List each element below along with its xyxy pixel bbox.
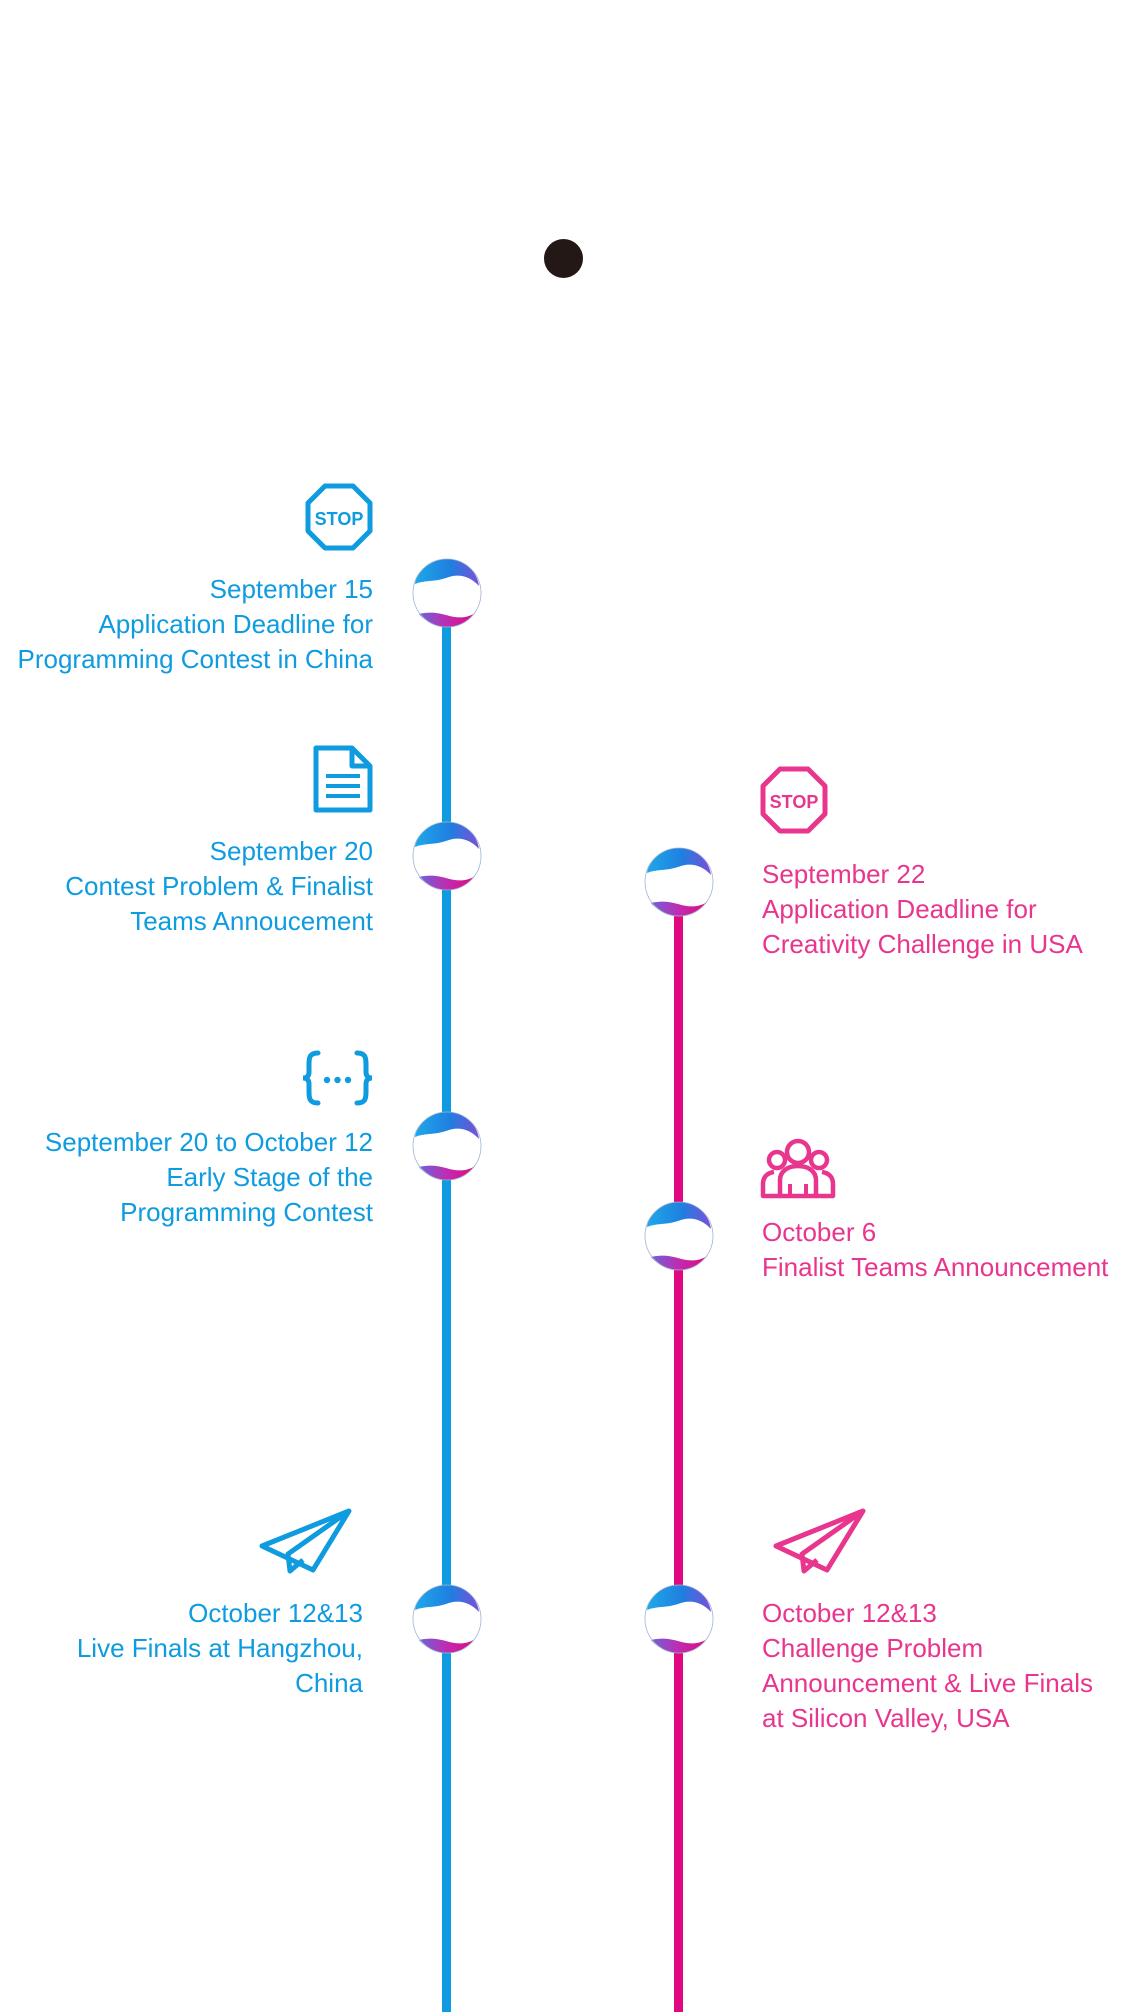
event-label: September 15 Application Deadline for Pr… [18, 572, 374, 677]
timeline-node [412, 1584, 482, 1654]
paper-plane-icon [772, 1508, 867, 1574]
event-date: September 20 [209, 836, 373, 866]
event-date: September 22 [762, 859, 926, 889]
event-label: September 20 Contest Problem & Finalist … [65, 834, 373, 939]
event-description-line: Finalist Teams Announcement [762, 1252, 1109, 1282]
event-description-line: China [295, 1668, 363, 1698]
stop-sign-icon: STOP [760, 766, 828, 834]
group-icon [760, 1138, 836, 1200]
event-description-line: Challenge Problem [762, 1633, 984, 1663]
event-description-line: Teams Annoucement [130, 906, 373, 936]
event-date: September 20 to October 12 [44, 1127, 373, 1157]
timeline-line-china [442, 590, 451, 2012]
event-date: September 15 [209, 574, 373, 604]
stop-sign-icon: STOP [305, 483, 373, 551]
event-label: September 22 Application Deadline for Cr… [762, 857, 1083, 962]
paper-plane-icon [258, 1508, 353, 1574]
document-icon [312, 744, 374, 814]
stop-sign-text: STOP [315, 509, 364, 529]
event-description-line: Programming Contest [120, 1197, 373, 1227]
event-description-line: at Silicon Valley, USA [762, 1703, 1010, 1733]
event-description-line: Application Deadline for [762, 894, 1037, 924]
timeline-line-usa [674, 880, 683, 2012]
event-description-line: Early Stage of the [166, 1162, 373, 1192]
event-label: October 12&13 Challenge Problem Announce… [762, 1596, 1093, 1736]
event-date: October 6 [762, 1217, 877, 1247]
timeline-node [412, 558, 482, 628]
event-label: October 6 Finalist Teams Announcement [762, 1215, 1108, 1285]
stop-sign-text: STOP [770, 792, 819, 812]
header-dot [544, 239, 583, 278]
timeline-node [644, 847, 714, 917]
event-description-line: Contest Problem & Finalist [65, 871, 373, 901]
event-description-line: Creativity Challenge in USA [762, 929, 1083, 959]
timeline-node [412, 821, 482, 891]
event-label: September 20 to October 12 Early Stage o… [45, 1125, 373, 1230]
event-description-line: Application Deadline for [98, 609, 373, 639]
event-description-line: Announcement & Live Finals [762, 1668, 1093, 1698]
event-date: October 12&13 [188, 1598, 363, 1628]
timeline-node [644, 1584, 714, 1654]
event-description-line: Programming Contest in China [17, 644, 374, 674]
event-label: October 12&13 Live Finals at Hangzhou, C… [77, 1596, 363, 1701]
code-braces-icon [300, 1050, 375, 1106]
timeline-node [644, 1201, 714, 1271]
event-description-line: Live Finals at Hangzhou, [76, 1633, 363, 1663]
timeline-node [412, 1111, 482, 1181]
event-date: October 12&13 [762, 1598, 937, 1628]
